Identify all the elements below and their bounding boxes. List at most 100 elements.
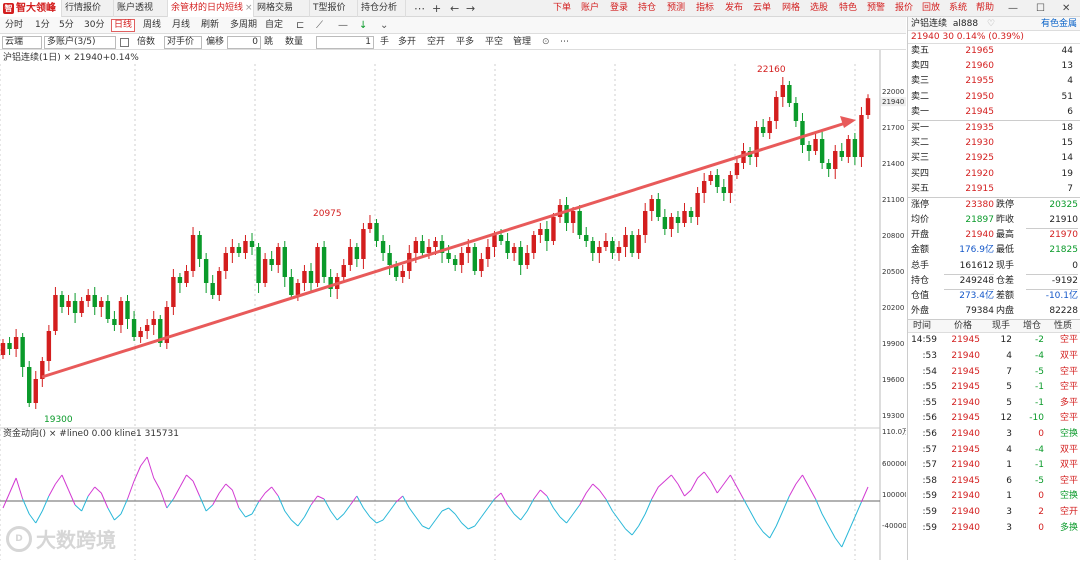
tab-account-view[interactable]: 账户透视 xyxy=(114,0,168,17)
offset-input[interactable]: 0 xyxy=(227,36,261,49)
open-short-button[interactable]: 空开 xyxy=(427,37,446,47)
tab-position-analysis[interactable]: 持仓分析 xyxy=(358,0,406,17)
tab-t-quote[interactable]: T型报价 xyxy=(310,0,358,17)
hline-tool-icon[interactable]: — xyxy=(338,20,348,31)
period-1min[interactable]: 1分 xyxy=(35,20,50,30)
stat-label: 持仓 xyxy=(911,275,930,286)
more-icon[interactable]: ⋯ xyxy=(414,2,425,15)
period-5min[interactable]: 5分 xyxy=(59,20,74,30)
settings-icon[interactable]: ⊙ xyxy=(542,37,550,47)
candle-body xyxy=(551,217,556,241)
link-forecast[interactable]: 预测 xyxy=(667,3,686,13)
more-icon[interactable]: ⋯ xyxy=(560,37,569,47)
indicator-title: 资金动向() × #line0 0.00 kline1 315731 xyxy=(3,427,179,439)
candle-body xyxy=(721,187,727,193)
mode-select[interactable]: 云端 xyxy=(2,36,42,49)
indicator-segment xyxy=(107,507,115,521)
link-positions[interactable]: 持仓 xyxy=(638,3,657,13)
minimize-icon[interactable]: — xyxy=(1008,3,1018,14)
bid-row[interactable]: 买一 21935 18 xyxy=(908,121,1080,136)
bid-row[interactable]: 买五 21915 7 xyxy=(908,182,1080,197)
ask-row[interactable]: 卖一 21945 6 xyxy=(908,105,1080,120)
candle-body xyxy=(708,175,713,181)
link-screener[interactable]: 选股 xyxy=(810,3,829,13)
link-login[interactable]: 登录 xyxy=(610,3,629,13)
candle-body xyxy=(813,139,818,151)
ask-row[interactable]: 卖五 21965 44 xyxy=(908,44,1080,59)
indicator-segment xyxy=(815,498,823,515)
close-window-icon[interactable]: ✕ xyxy=(1062,3,1071,14)
kline-chart[interactable]: 沪铝连续(1日) × 21940+0.14% 22160 20975 19300… xyxy=(0,50,911,560)
link-grid[interactable]: 网格 xyxy=(782,3,801,13)
th-time: 时间 xyxy=(913,321,932,332)
link-quote[interactable]: 报价 xyxy=(895,3,914,13)
link-cloud-order[interactable]: 云单 xyxy=(753,3,772,13)
indicator-segment xyxy=(218,483,227,494)
dropdown-icon[interactable]: ⌄ xyxy=(380,20,389,31)
line-tool-icon[interactable]: ⟋ xyxy=(316,20,323,31)
open-long-button[interactable]: 多开 xyxy=(398,37,417,47)
tab-grid-trade[interactable]: 网格交易 xyxy=(254,0,310,17)
period-30min[interactable]: 30分 xyxy=(84,20,105,30)
link-account[interactable]: 账户 xyxy=(581,3,600,13)
qty-input[interactable]: 1 xyxy=(316,36,374,49)
period-weekly[interactable]: 周线 xyxy=(143,20,162,30)
quote-line: 21940 30 0.14% (0.39%) xyxy=(908,31,1080,44)
link-alert[interactable]: 预警 xyxy=(867,3,886,13)
period-intraday[interactable]: 分时 xyxy=(5,20,24,30)
link-publish[interactable]: 发布 xyxy=(725,3,744,13)
multiplier-checkbox[interactable] xyxy=(120,38,129,47)
link-replay[interactable]: 回放 xyxy=(922,3,941,13)
bid-row[interactable]: 买三 21925 14 xyxy=(908,151,1080,166)
ask-row[interactable]: 卖三 21955 4 xyxy=(908,74,1080,89)
candle-body xyxy=(426,247,432,253)
link-system[interactable]: 系统 xyxy=(949,3,968,13)
multi-period-button[interactable]: 多周期 xyxy=(230,20,258,30)
trade-volume: 3 xyxy=(1006,506,1012,517)
add-tab-icon[interactable]: + xyxy=(432,2,442,15)
trade-type: 双平 xyxy=(1059,444,1078,455)
candle-body xyxy=(131,319,137,337)
link-help[interactable]: 帮助 xyxy=(976,3,995,13)
candle-body xyxy=(669,217,674,229)
account-select[interactable]: 多账户(3/5) xyxy=(44,36,116,49)
draw-tool-icon[interactable]: ⊏ xyxy=(296,20,305,31)
maximize-icon[interactable]: ☐ xyxy=(1036,3,1045,14)
manage-button[interactable]: 管理 xyxy=(513,37,532,47)
link-indicator[interactable]: 指标 xyxy=(696,3,715,13)
tab-market-quotes[interactable]: 行情报价 xyxy=(62,0,114,17)
forward-icon[interactable]: → xyxy=(466,2,476,15)
bid-row[interactable]: 买二 21930 15 xyxy=(908,136,1080,151)
sector-link[interactable]: 有色金属 xyxy=(1040,19,1077,29)
link-order[interactable]: 下单 xyxy=(553,3,572,13)
app-logo[interactable]: 智智大领峰 xyxy=(0,0,62,17)
link-special[interactable]: 特色 xyxy=(839,3,858,13)
bid-label: 买一 xyxy=(911,122,930,133)
down-arrow-icon[interactable]: ↓ xyxy=(359,20,368,31)
close-short-button[interactable]: 平空 xyxy=(485,37,504,47)
candle-body xyxy=(105,301,111,319)
ask-row[interactable]: 卖四 21960 13 xyxy=(908,59,1080,74)
back-icon[interactable]: ← xyxy=(450,2,460,15)
trade-toolbar: 云端 多账户(3/5) 倍数 对手价 偏移 0 跳 数量 1 手 多开 空开 平… xyxy=(0,35,906,50)
chart-area[interactable]: 沪铝连续(1日) × 21940+0.14% 22160 20975 19300… xyxy=(0,50,911,560)
indicator-segment xyxy=(114,513,122,521)
refresh-button[interactable]: 刷新 xyxy=(201,20,220,30)
indicator-segment xyxy=(415,516,423,527)
period-monthly[interactable]: 月线 xyxy=(172,20,191,30)
price-type-select[interactable]: 对手价 xyxy=(164,36,202,49)
close-icon[interactable]: × xyxy=(245,3,253,13)
heart-icon[interactable]: ♡ xyxy=(986,19,996,29)
indicator-segment xyxy=(828,525,836,539)
candle-body xyxy=(341,265,346,277)
bid-row[interactable]: 买四 21920 19 xyxy=(908,167,1080,182)
ask-row[interactable]: 卖二 21950 51 xyxy=(908,90,1080,105)
period-daily[interactable]: 日线 xyxy=(111,19,136,32)
custom-period-button[interactable]: 自定 xyxy=(265,20,284,30)
close-long-button[interactable]: 平多 xyxy=(456,37,475,47)
tab-strategy[interactable]: 余管材的日内短线 × xyxy=(168,0,254,17)
candles xyxy=(0,77,871,409)
indicator-segment xyxy=(133,465,142,482)
trade-price: 21945 xyxy=(951,366,980,377)
indicator-segment xyxy=(468,525,476,530)
